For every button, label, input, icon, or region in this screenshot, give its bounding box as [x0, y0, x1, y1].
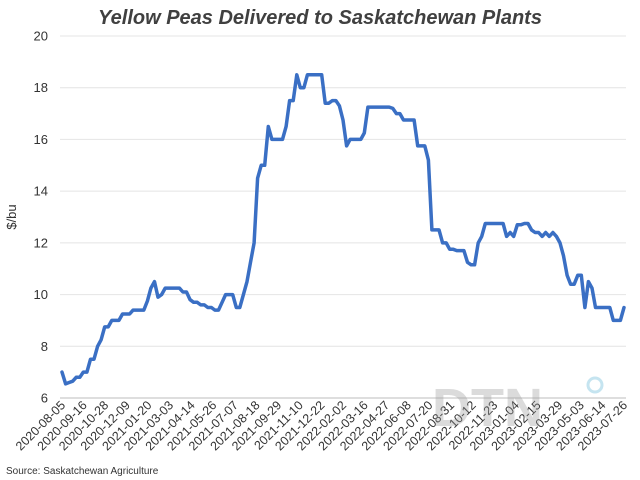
y-tick-label: 12	[34, 235, 48, 250]
gridlines	[60, 35, 626, 399]
series-line	[60, 73, 626, 386]
svg-text:DTN: DTN	[432, 378, 543, 438]
y-tick-label: 16	[34, 132, 48, 147]
y-tick-label: 8	[41, 339, 48, 354]
y-tick-label: 20	[34, 29, 48, 44]
chart-title: Yellow Peas Delivered to Saskatchewan Pl…	[98, 7, 542, 29]
y-tick-label: 6	[41, 391, 48, 406]
dtn-logo-watermark: DTN	[432, 376, 604, 438]
source-note: Source: Saskatchewan Agriculture	[6, 466, 159, 477]
y-tick-label: 18	[34, 80, 48, 95]
y-tick-label: 14	[34, 184, 48, 199]
y-tick-label: 10	[34, 287, 48, 302]
y-axis-label: $/bu	[4, 204, 19, 229]
y-axis-ticks: 6 8 10 12 14 16 18 20	[34, 29, 48, 406]
